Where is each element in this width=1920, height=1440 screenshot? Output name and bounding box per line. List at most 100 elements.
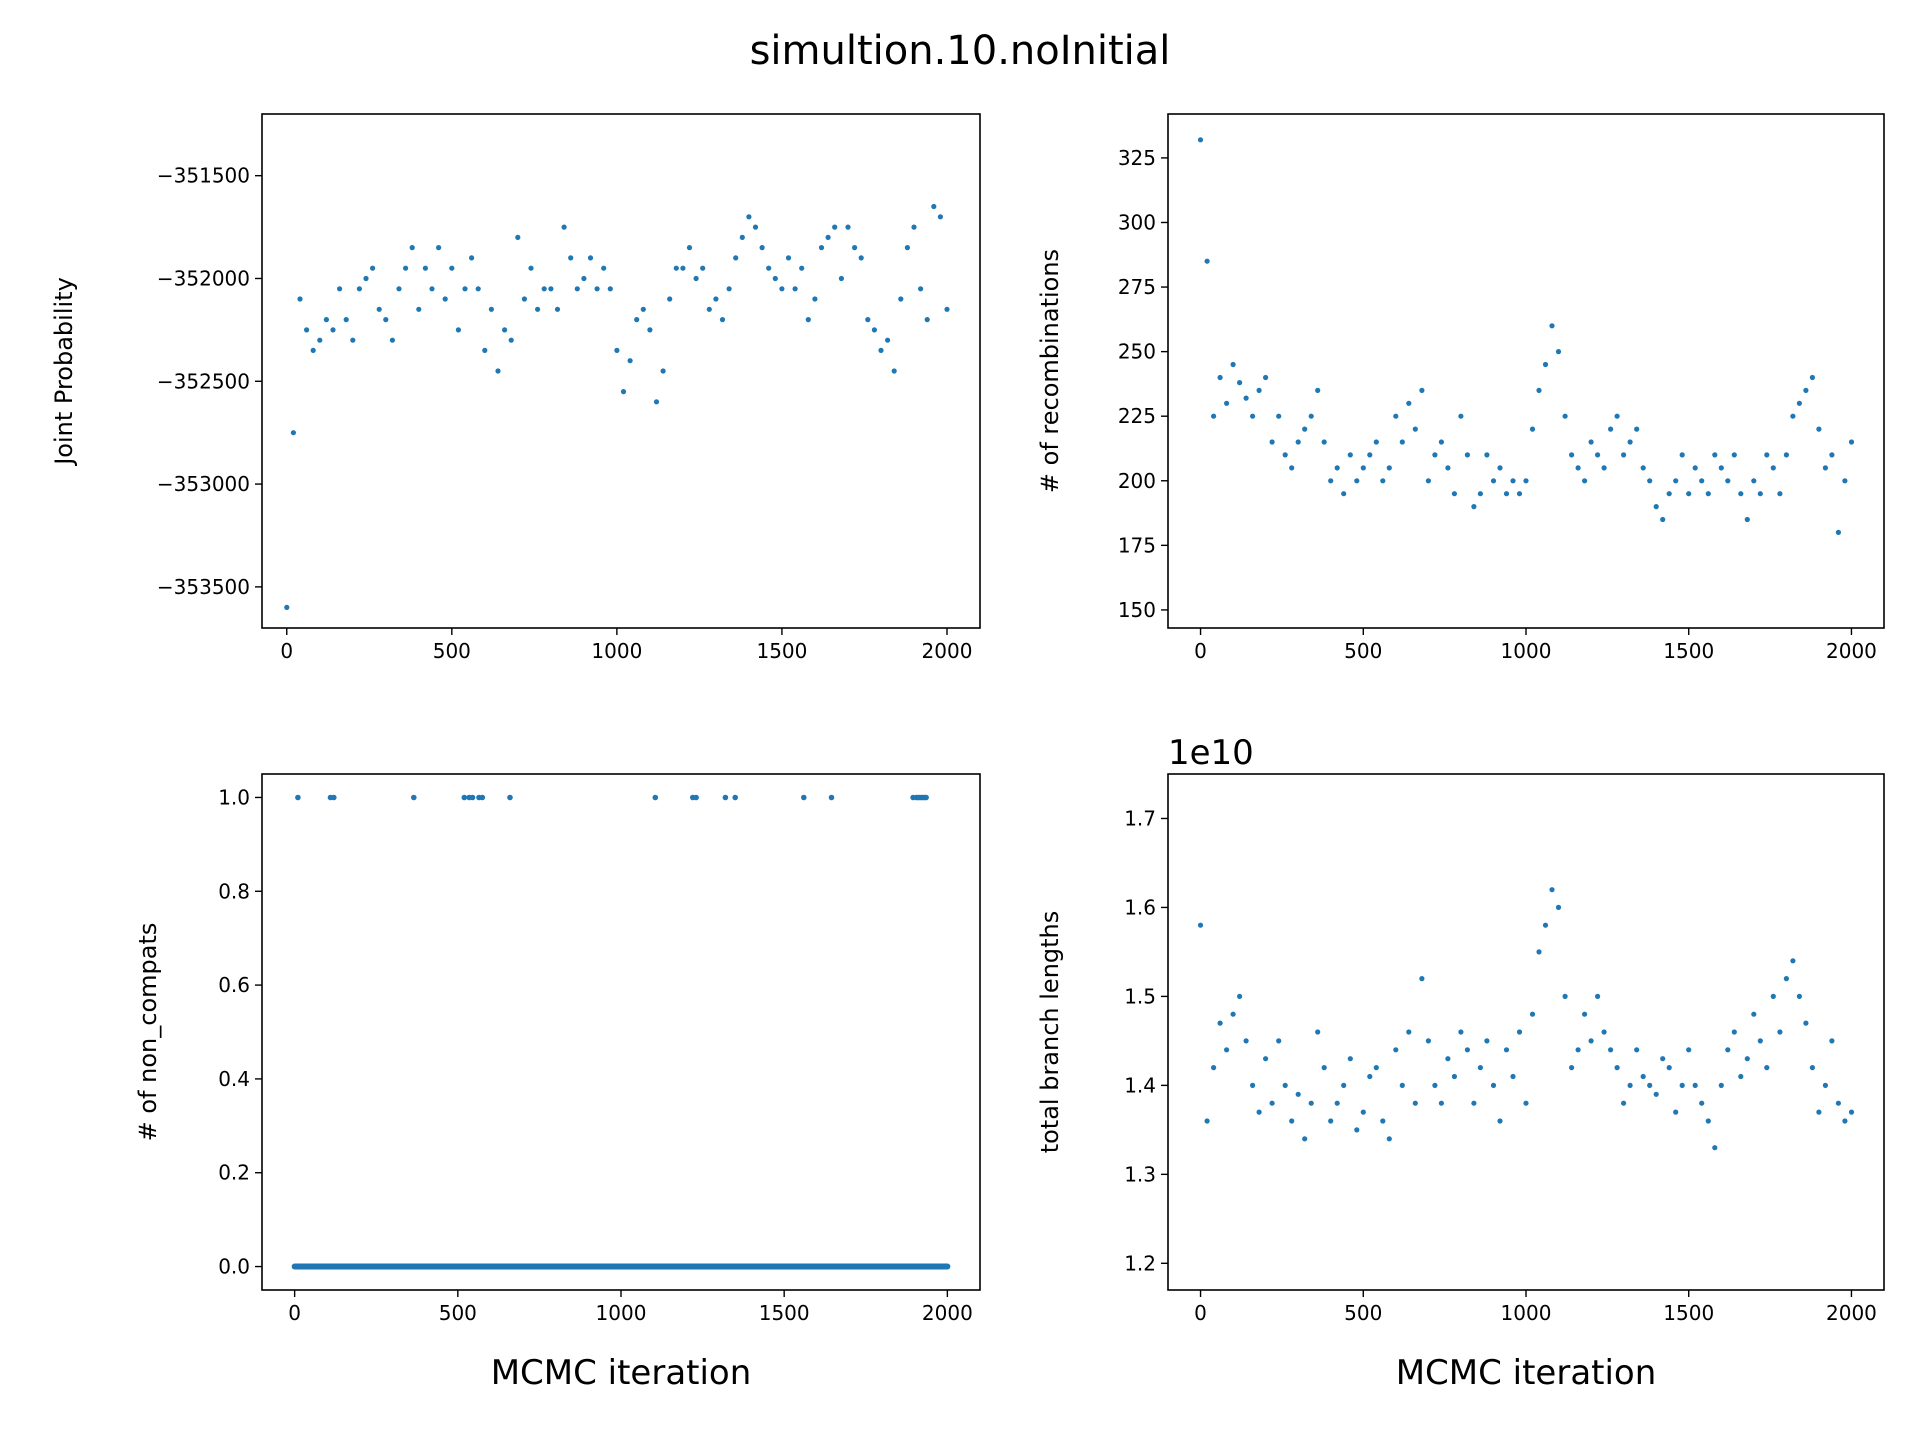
data-point <box>1816 1109 1822 1115</box>
data-point <box>1842 478 1848 484</box>
data-point <box>1614 413 1620 419</box>
data-point <box>660 368 666 374</box>
data-point <box>1829 452 1835 458</box>
data-point <box>1562 993 1568 1000</box>
data-point <box>1666 491 1672 497</box>
data-point <box>1582 1011 1588 1017</box>
data-point <box>1835 529 1841 536</box>
data-point <box>924 317 930 323</box>
data-point <box>1451 491 1457 497</box>
data-point <box>403 265 409 271</box>
data-point <box>739 234 745 240</box>
data-point <box>627 358 633 364</box>
data-point <box>1601 465 1607 471</box>
data-point <box>1302 1136 1308 1142</box>
x-tick-label: 2000 <box>922 1301 973 1325</box>
data-point <box>1438 439 1444 445</box>
data-point <box>1406 1029 1412 1035</box>
data-point <box>1555 349 1562 355</box>
data-point <box>528 265 534 271</box>
data-point <box>1809 1065 1815 1071</box>
data-point <box>1699 1100 1705 1106</box>
data-point <box>1757 1038 1763 1044</box>
data-point <box>1269 1100 1275 1106</box>
data-point <box>722 794 729 801</box>
branch-lengths-panel: 0 500 1000 1500 2000 1.2 1.3 1.4 1.5 1.6 1.7 total … <box>1036 733 1885 1393</box>
non-compats-points <box>291 794 951 1270</box>
data-point <box>1204 258 1210 264</box>
data-point <box>455 327 461 333</box>
data-point <box>331 794 337 801</box>
data-point <box>1308 1100 1314 1106</box>
data-point <box>1438 1100 1444 1106</box>
data-point <box>488 306 494 312</box>
data-point <box>1490 478 1497 484</box>
data-point <box>1829 1038 1835 1044</box>
data-point <box>350 337 356 343</box>
data-point <box>845 224 851 230</box>
y-tick-label: 1.0 <box>218 785 250 809</box>
data-point <box>1380 1118 1386 1124</box>
data-point <box>1256 387 1262 393</box>
data-point <box>1549 887 1555 893</box>
data-point <box>1718 465 1724 471</box>
data-point <box>904 245 911 251</box>
y-tick-label: 1.7 <box>1124 806 1156 830</box>
data-point <box>640 306 646 312</box>
data-point <box>713 296 719 302</box>
data-point <box>1425 478 1431 484</box>
data-point <box>422 265 428 271</box>
data-point <box>1432 452 1438 458</box>
data-point <box>323 317 329 323</box>
data-point <box>1666 1065 1672 1071</box>
data-point <box>1308 413 1314 419</box>
branch-lengths-ylabel: total branch lengths <box>1036 911 1064 1154</box>
data-point <box>1848 439 1855 445</box>
data-point <box>818 245 825 251</box>
data-point <box>1679 1082 1685 1088</box>
data-point <box>587 255 594 261</box>
data-point <box>1497 1118 1503 1124</box>
data-point <box>614 347 620 353</box>
data-point <box>634 317 640 323</box>
data-point <box>1516 1029 1523 1035</box>
data-point <box>1751 478 1757 484</box>
data-point <box>1282 1082 1288 1088</box>
data-point <box>469 794 476 801</box>
data-point <box>1328 1118 1334 1124</box>
data-point <box>898 296 904 302</box>
data-point <box>1399 1082 1405 1088</box>
data-point <box>1354 478 1360 484</box>
data-point <box>1503 491 1510 497</box>
data-point <box>1250 413 1256 419</box>
data-point <box>1744 1056 1750 1062</box>
data-point <box>1796 400 1802 406</box>
data-point <box>1373 439 1379 445</box>
data-point <box>1471 1100 1477 1106</box>
data-point <box>574 286 580 292</box>
data-point <box>1660 516 1666 523</box>
y-tick-label: −352000 <box>157 266 250 290</box>
data-point <box>1321 1065 1327 1071</box>
data-point <box>363 275 369 282</box>
x-tick-label: 1000 <box>596 1301 647 1325</box>
data-point <box>462 286 468 292</box>
data-point <box>891 368 897 374</box>
data-point <box>1360 465 1366 471</box>
data-point <box>1653 504 1659 510</box>
y-tick-label: 0.8 <box>218 879 250 903</box>
data-point <box>581 275 587 282</box>
data-point <box>1575 465 1581 471</box>
x-tick-label: 500 <box>439 1301 477 1325</box>
data-point <box>1503 1047 1510 1053</box>
data-point <box>1510 1073 1516 1080</box>
data-point <box>858 255 864 261</box>
data-point <box>944 306 950 312</box>
data-point <box>1464 452 1470 458</box>
data-point <box>1341 491 1347 497</box>
data-point <box>620 389 627 395</box>
data-point <box>330 327 336 333</box>
branch-lengths-xlabel: MCMC iteration <box>1396 1353 1657 1393</box>
data-point <box>885 337 891 343</box>
